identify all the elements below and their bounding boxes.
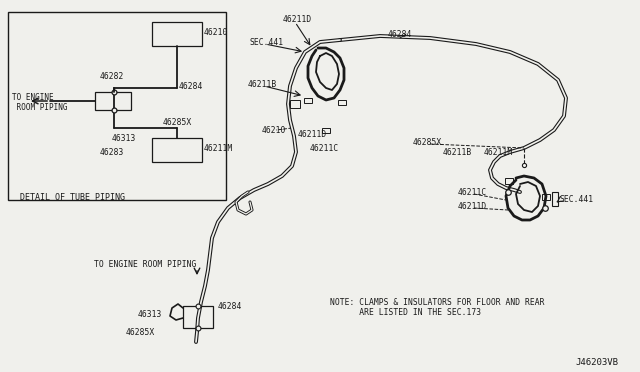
Text: 46313: 46313 [138, 310, 163, 319]
Text: 46282: 46282 [100, 72, 124, 81]
Bar [552, 192, 558, 206]
Bar [322, 128, 330, 133]
Text: 46211D: 46211D [283, 15, 312, 24]
Bar [304, 98, 312, 103]
Bar [152, 138, 202, 162]
Bar [290, 100, 300, 108]
Text: 46211C: 46211C [310, 144, 339, 153]
Bar [505, 178, 513, 184]
Text: 46284: 46284 [388, 30, 412, 39]
Text: 46210: 46210 [204, 28, 228, 37]
Text: SEC.441: SEC.441 [249, 38, 283, 47]
Text: 46313: 46313 [112, 134, 136, 143]
Text: 46211M: 46211M [204, 144, 233, 153]
Text: 46284: 46284 [179, 82, 204, 91]
Text: 46283: 46283 [100, 148, 124, 157]
Bar [338, 100, 346, 105]
Text: 46211D: 46211D [298, 130, 327, 139]
Text: 46211D: 46211D [458, 202, 487, 211]
Bar [542, 194, 550, 200]
Text: 46211B: 46211B [248, 80, 277, 89]
Text: J46203VB: J46203VB [575, 358, 618, 367]
Text: 46210: 46210 [262, 126, 286, 135]
Text: 46211C: 46211C [458, 188, 487, 197]
Text: NOTE: CLAMPS & INSULATORS FOR FLOOR AND REAR
      ARE LISTED IN THE SEC.173: NOTE: CLAMPS & INSULATORS FOR FLOOR AND … [330, 298, 545, 317]
Text: TO ENGINE
 ROOM PIPING: TO ENGINE ROOM PIPING [12, 93, 67, 112]
Text: 46285X: 46285X [163, 118, 192, 127]
Text: 46211M: 46211M [484, 148, 513, 157]
Bar [152, 22, 202, 46]
Text: 46284: 46284 [218, 302, 243, 311]
Bar [8, 12, 226, 200]
Text: 46211B: 46211B [443, 148, 472, 157]
Text: SEC.441: SEC.441 [560, 195, 594, 204]
Text: DETAIL OF TUBE PIPING: DETAIL OF TUBE PIPING [20, 193, 125, 202]
Bar [183, 306, 213, 328]
Text: 46285X: 46285X [413, 138, 442, 147]
Text: TO ENGINE ROOM PIPING: TO ENGINE ROOM PIPING [94, 260, 196, 269]
Bar [95, 92, 131, 110]
Text: 46285X: 46285X [126, 328, 156, 337]
